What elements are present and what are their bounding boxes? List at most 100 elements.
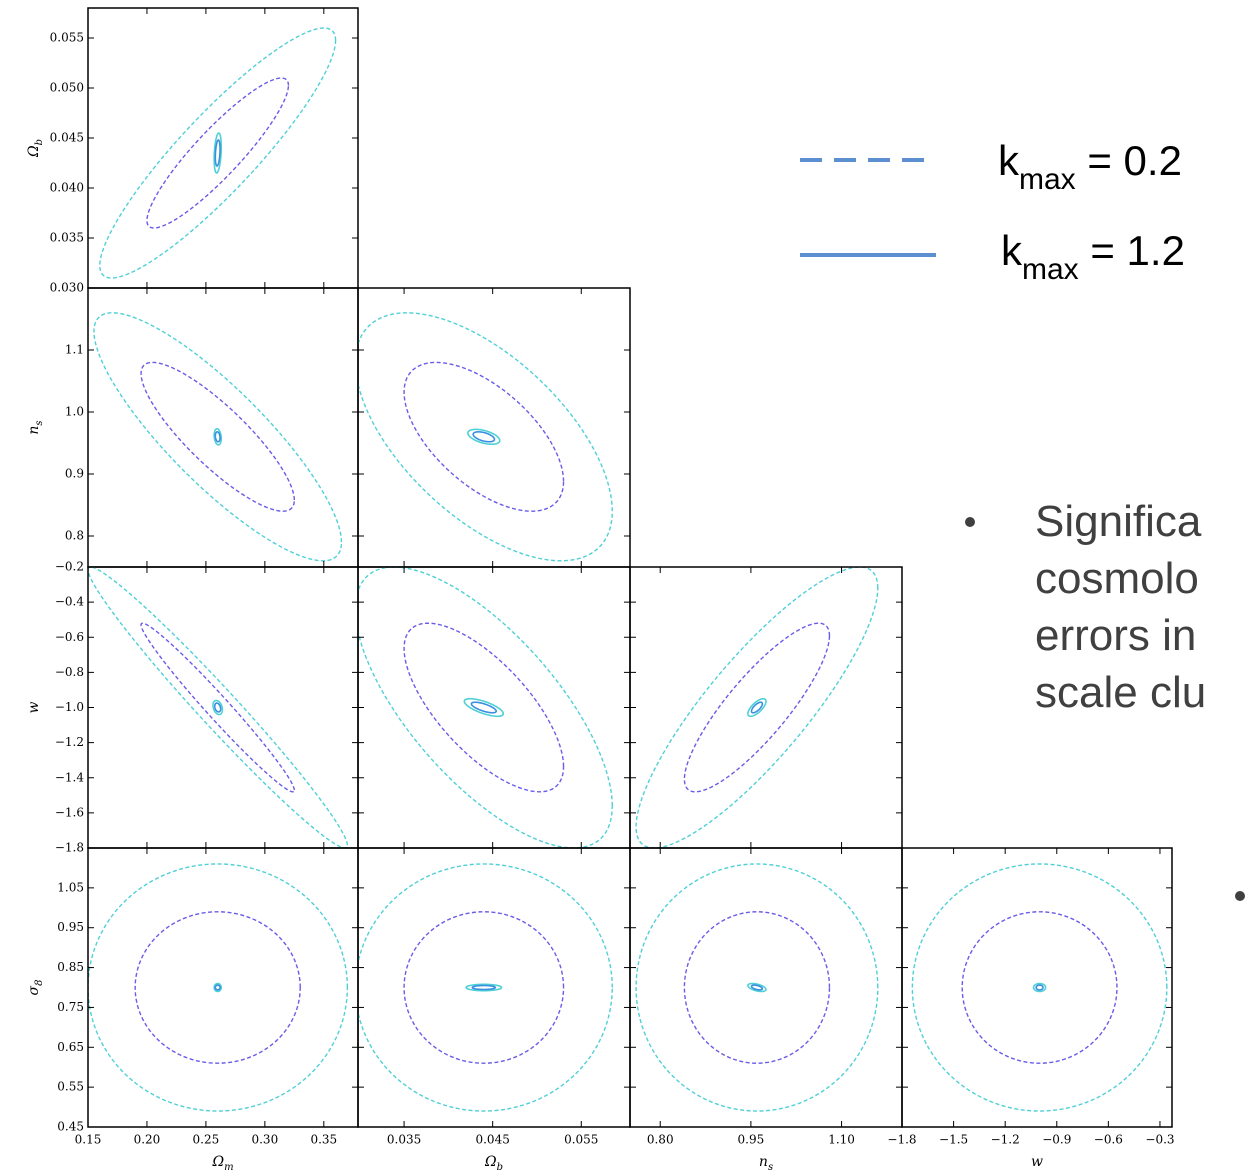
contour xyxy=(403,911,565,1064)
x-tick-label: 0.055 xyxy=(564,1133,598,1147)
x-tick-label: −0.9 xyxy=(1042,1133,1071,1147)
legend-label: kmax = 0.2 xyxy=(998,137,1182,196)
y-tick-label: 0.65 xyxy=(57,1040,84,1054)
y-tick-label: 0.95 xyxy=(57,920,84,934)
contour xyxy=(467,428,501,446)
x-tick-label: 0.35 xyxy=(310,1133,337,1147)
y-tick-label: 1.1 xyxy=(65,343,84,357)
contour xyxy=(747,697,767,718)
contour xyxy=(140,622,296,793)
axis-label: w xyxy=(1031,1154,1043,1170)
panel xyxy=(635,567,879,848)
axis-label-sub: s xyxy=(34,420,45,425)
axis-label-sub: s xyxy=(768,1162,773,1172)
contour xyxy=(212,699,224,716)
contour xyxy=(403,622,565,793)
panel xyxy=(93,312,343,562)
axis-label-base: n xyxy=(26,426,42,435)
contour xyxy=(214,984,221,991)
x-tick-label: −1.8 xyxy=(887,1133,916,1147)
legend-label: kmax = 1.2 xyxy=(1001,227,1185,286)
contour xyxy=(88,863,349,1112)
panel xyxy=(88,863,349,1112)
axis-label: Ωb xyxy=(484,1154,503,1172)
contour xyxy=(750,701,764,714)
y-tick-label: 1.05 xyxy=(57,880,84,894)
contour xyxy=(683,911,831,1064)
axis-label-base: w xyxy=(1031,1154,1043,1170)
x-tick-label: 0.80 xyxy=(647,1133,674,1147)
contour xyxy=(465,983,503,992)
axis-label-base: σ xyxy=(26,985,42,995)
contour xyxy=(99,27,337,279)
y-tick-label: 0.045 xyxy=(50,131,84,145)
contour xyxy=(93,312,343,562)
y-tick-label: 0.050 xyxy=(50,81,84,95)
panel xyxy=(358,567,613,848)
contour xyxy=(1035,984,1044,991)
x-tick-label: 0.15 xyxy=(75,1133,102,1147)
y-tick-label: 0.035 xyxy=(50,231,84,245)
contour xyxy=(961,911,1118,1064)
bullet-dot xyxy=(1235,891,1245,901)
axis-label-base: Ω xyxy=(26,145,42,158)
y-tick-label: 0.030 xyxy=(50,281,84,295)
panel xyxy=(911,863,1168,1112)
y-tick-label: 0.85 xyxy=(57,960,84,974)
x-tick-label: −1.2 xyxy=(991,1133,1020,1147)
contour xyxy=(470,701,498,714)
y-tick-label: −0.8 xyxy=(55,665,84,679)
y-tick-label: −1.4 xyxy=(55,770,85,784)
contour xyxy=(88,567,349,848)
y-tick-label: −0.6 xyxy=(55,630,84,644)
legend-rest: = 0.2 xyxy=(1076,137,1182,184)
contour xyxy=(213,132,223,174)
contour xyxy=(635,863,879,1112)
axis-label: Ωm xyxy=(211,1154,233,1172)
x-tick-label: 0.95 xyxy=(738,1133,765,1147)
panel xyxy=(99,27,337,279)
y-tick-label: 1.0 xyxy=(65,405,84,419)
contour xyxy=(358,863,613,1112)
x-tick-label: 0.035 xyxy=(387,1133,421,1147)
y-tick-label: 0.040 xyxy=(50,181,84,195)
x-tick-label: 0.25 xyxy=(193,1133,220,1147)
panel-frame xyxy=(901,847,1173,1128)
y-tick-label: −1.6 xyxy=(55,805,84,819)
contour xyxy=(750,984,764,991)
axis-label-base: w xyxy=(26,701,42,713)
x-tick-label: −1.5 xyxy=(939,1133,968,1147)
contour xyxy=(472,431,496,443)
axis-label-sub: b xyxy=(497,1162,503,1172)
y-tick-label: −0.2 xyxy=(55,560,84,574)
bullet-text: Significa xyxy=(1035,497,1202,546)
panel xyxy=(635,863,879,1112)
legend-base: k xyxy=(998,137,1020,184)
legend-base: k xyxy=(1001,227,1023,274)
contour xyxy=(140,361,296,512)
contour xyxy=(213,702,222,713)
contour xyxy=(471,984,497,991)
y-tick-label: 0.8 xyxy=(65,529,84,543)
y-tick-label: 0.55 xyxy=(57,1080,84,1094)
x-tick-label: 0.30 xyxy=(251,1133,278,1147)
contour xyxy=(146,77,290,229)
contour xyxy=(213,427,223,446)
axis-label-base: Ω xyxy=(211,1154,224,1170)
y-tick-label: 0.055 xyxy=(50,31,84,45)
y-tick-label: −1.2 xyxy=(55,735,84,749)
contour xyxy=(214,431,221,443)
x-tick-label: 0.045 xyxy=(475,1133,509,1147)
bullet-text: cosmolo xyxy=(1035,554,1199,603)
axis-label-sub: m xyxy=(224,1162,233,1172)
axis-label: ns xyxy=(759,1154,773,1172)
y-tick-label: −0.4 xyxy=(55,595,85,609)
contour xyxy=(213,982,223,993)
legend-sub: max xyxy=(1022,253,1079,286)
y-tick-label: −1.8 xyxy=(55,841,84,855)
bullet-text: errors in xyxy=(1035,611,1196,660)
contour xyxy=(358,312,613,562)
y-tick-label: 0.75 xyxy=(57,1000,84,1014)
y-tick-label: 0.45 xyxy=(57,1120,84,1134)
